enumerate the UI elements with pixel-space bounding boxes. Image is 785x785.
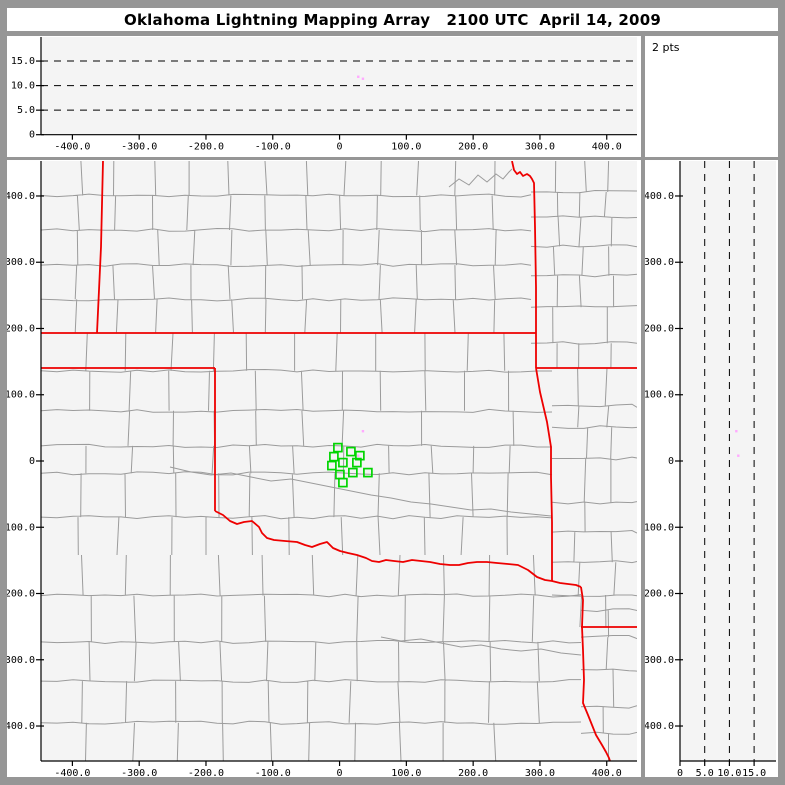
x-tick-label: 100.0: [391, 142, 421, 153]
lma-station-marker: [338, 457, 348, 468]
lma-station-marker: [363, 467, 373, 478]
state-border-ok_ar: [535, 367, 553, 581]
y-tick-label: 100.0: [645, 390, 674, 401]
x-tick-label: -400.0: [54, 768, 90, 777]
y-tick-label: -100.0: [7, 522, 35, 533]
y-tick-label: 5.0: [17, 105, 35, 116]
x-tick-label: 400.0: [592, 142, 622, 153]
x-tick-label: -100.0: [255, 142, 291, 153]
y-tick-label: 400.0: [645, 191, 674, 202]
county-grid-texas: [41, 554, 582, 761]
x-tick-label: -100.0: [255, 768, 291, 777]
altitude-ns-panel[interactable]: 0 5.010.015.0 400.0 300.0 200.0 100.0 0 -100.0 -…: [645, 160, 778, 777]
y-tick-label: 200.0: [7, 323, 35, 334]
x-tick-label: -300.0: [121, 768, 157, 777]
lma-station-marker: [348, 467, 358, 478]
county-grid-southeast: [580, 608, 637, 761]
county-grid-missouri: [530, 161, 637, 369]
y-tick-label: -300.0: [645, 655, 674, 666]
x-tick-label: 300.0: [525, 768, 555, 777]
y-tick-label: 0: [29, 456, 35, 467]
points-count-panel: 2 pts: [645, 36, 778, 157]
y-tick-label: 15.0: [11, 56, 35, 67]
plan-view-map-panel[interactable]: -400.0 -300.0 -200.0 -100.0 0 100.0 200.0 300.0…: [7, 160, 641, 777]
county-grid-kansas: [41, 161, 532, 334]
lma-station-marker: [333, 442, 343, 453]
lma-station-marker: [338, 477, 348, 488]
y-tick-label: 300.0: [7, 257, 35, 268]
lma-station-marker: [329, 451, 339, 462]
x-tick-label: 5.0: [696, 768, 714, 777]
y-tick-label: -400.0: [645, 721, 674, 732]
vhf-source-point: [361, 429, 365, 433]
x-tick-label: -400.0: [54, 142, 90, 153]
x-tick-label: 10.0: [717, 768, 741, 777]
x-tick-label: -200.0: [188, 142, 224, 153]
lma-station-marker: [352, 457, 362, 468]
lma-station-marker: [355, 450, 365, 461]
x-tick-label: -300.0: [121, 142, 157, 153]
x-tick-label: 15.0: [742, 768, 766, 777]
x-tick-label: 200.0: [458, 768, 488, 777]
y-tick-label: 200.0: [645, 323, 674, 334]
vhf-source-point: [357, 75, 360, 78]
plot-area[interactable]: [680, 161, 776, 761]
points-count-label: 2 pts: [652, 41, 680, 54]
river-line-missouri: [448, 168, 513, 188]
county-grid-oklahoma: [41, 332, 553, 556]
y-tick-label: 100.0: [7, 390, 35, 401]
x-tick-label: 0: [677, 768, 683, 777]
y-tick-label: -200.0: [645, 589, 674, 600]
river-line-sulphur: [380, 636, 582, 656]
y-tick-label: 10.0: [11, 81, 35, 92]
x-tick-label: 300.0: [525, 142, 555, 153]
y-tick-label: 400.0: [7, 191, 35, 202]
y-tick-label: 300.0: [645, 257, 674, 268]
altitude-ew-plot[interactable]: -400.0 -300.0 -200.0 -100.0 0 100.0 200.0 300.0…: [7, 36, 641, 157]
x-tick-label: 0: [337, 142, 343, 153]
plot-area[interactable]: [41, 37, 637, 135]
vhf-source-point: [361, 77, 365, 80]
vhf-source-point: [735, 429, 738, 433]
window-title: Oklahoma Lightning Mapping Array 2100 UT…: [7, 8, 778, 31]
y-tick-label: -300.0: [7, 655, 35, 666]
y-tick-label: 0: [668, 456, 674, 467]
plan-view-plot[interactable]: -400.0 -300.0 -200.0 -100.0 0 100.0 200.0 300.0…: [7, 160, 641, 777]
y-tick-label: 0: [29, 130, 35, 141]
altitude-ew-panel[interactable]: -400.0 -300.0 -200.0 -100.0 0 100.0 200.0 300.0…: [7, 36, 641, 157]
state-border-red_river: [214, 510, 582, 588]
x-tick-label: 400.0: [592, 768, 622, 777]
x-tick-label: 0: [337, 768, 343, 777]
state-border-ks_mo: [511, 161, 537, 368]
county-map[interactable]: [41, 161, 637, 761]
x-tick-label: 200.0: [458, 142, 488, 153]
x-tick-label: 100.0: [391, 768, 421, 777]
y-tick-label: -200.0: [7, 589, 35, 600]
x-tick-label: -200.0: [188, 768, 224, 777]
county-grid-arkansas: [551, 367, 637, 628]
lma-station-marker: [346, 446, 356, 457]
lma-station-marker: [327, 460, 337, 471]
y-tick-label: -100.0: [645, 522, 674, 533]
vhf-source-point: [357, 454, 360, 457]
altitude-ns-plot[interactable]: 0 5.010.015.0 400.0 300.0 200.0 100.0 0 -100.0 -…: [645, 160, 778, 777]
y-tick-label: -400.0: [7, 721, 35, 732]
state-border-ks_co: [96, 161, 104, 334]
river-line-canadian: [169, 466, 552, 517]
vhf-source-point: [737, 454, 740, 457]
